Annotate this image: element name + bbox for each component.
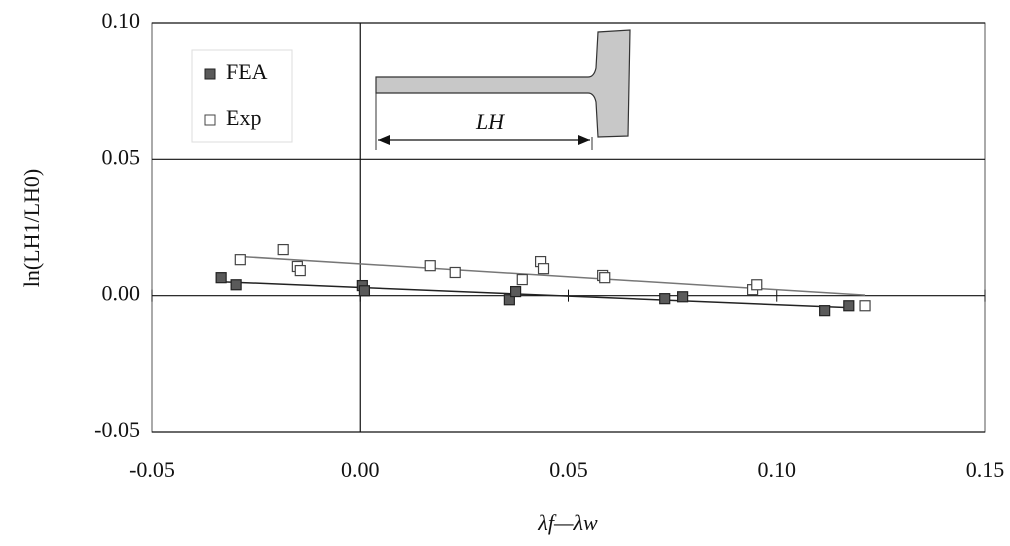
marker	[537, 263, 550, 275]
marker	[294, 264, 306, 277]
x-tick-label: 0.05	[549, 457, 588, 482]
inset-figure: LH	[375, 29, 631, 150]
marker	[516, 273, 528, 286]
marker	[859, 300, 871, 312]
marker	[234, 254, 246, 266]
marker	[510, 285, 522, 298]
legend-marker	[204, 68, 216, 80]
marker	[230, 279, 242, 291]
y-tick-label: -0.05	[94, 417, 140, 442]
y-tick-label: 0.10	[102, 8, 141, 33]
marker	[659, 293, 671, 305]
annotation: LH	[475, 109, 505, 134]
x-tick-label: -0.05	[129, 457, 175, 482]
marker	[277, 243, 289, 256]
y-tick-label: 0.05	[102, 144, 141, 169]
marker	[599, 272, 611, 284]
marker	[449, 266, 461, 279]
trend-line	[221, 280, 849, 309]
trend-line	[240, 255, 866, 296]
marker	[215, 272, 227, 284]
t-section	[375, 29, 631, 138]
marker	[503, 294, 515, 306]
x-tick-label: 0.00	[341, 457, 380, 482]
marker	[819, 305, 831, 317]
x-tick-label: 0.15	[966, 457, 1005, 482]
y-axis-label: ln(LH1/LH0)	[19, 169, 44, 288]
legend-label: Exp	[226, 105, 261, 130]
marker	[751, 279, 763, 291]
marker	[677, 291, 689, 303]
x-tick-label: 0.10	[758, 457, 797, 482]
y-tick-label: 0.00	[102, 281, 141, 306]
x-axis-label: λf—λw	[537, 510, 598, 535]
marker	[843, 300, 855, 312]
legend-marker	[204, 114, 216, 126]
legend-label: FEA	[226, 59, 268, 84]
marker	[424, 260, 436, 272]
marker	[358, 285, 371, 297]
legend	[191, 49, 293, 143]
